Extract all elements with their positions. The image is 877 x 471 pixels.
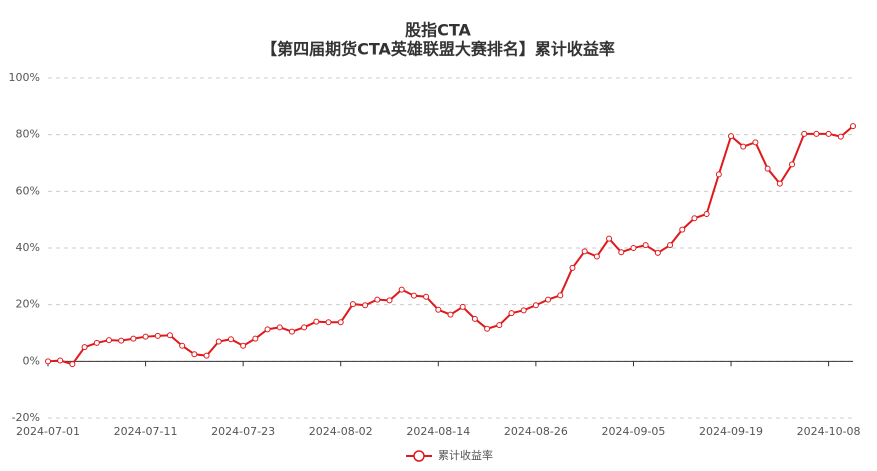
- point: [825, 130, 832, 137]
- point: [374, 296, 381, 303]
- point: [776, 180, 783, 187]
- point: [630, 245, 637, 251]
- point: [264, 326, 271, 333]
- point: [410, 292, 417, 299]
- point: [252, 335, 259, 342]
- point: [740, 143, 747, 150]
- x-tick-label: 2024-07-23: [211, 425, 275, 438]
- point: [496, 322, 503, 329]
- point: [423, 293, 430, 300]
- point: [166, 332, 173, 339]
- point: [703, 211, 710, 217]
- point: [203, 352, 210, 359]
- point: [606, 235, 613, 242]
- point: [569, 264, 576, 271]
- point: [679, 226, 686, 233]
- point: [240, 342, 247, 349]
- point: [728, 133, 735, 140]
- point: [362, 302, 369, 309]
- point: [93, 339, 100, 346]
- point: [69, 361, 76, 368]
- point: [398, 286, 405, 293]
- legend-marker: [413, 450, 425, 462]
- point: [642, 242, 649, 249]
- point: [435, 306, 442, 313]
- x-tick-label: 2024-07-11: [114, 425, 178, 438]
- x-tick-label: 2024-08-26: [504, 425, 568, 438]
- point: [581, 248, 588, 255]
- point: [276, 324, 283, 331]
- point: [118, 337, 125, 344]
- x-tick-label: 2024-08-02: [309, 425, 373, 438]
- point: [154, 332, 161, 339]
- point: [508, 310, 515, 317]
- point: [337, 319, 344, 326]
- point: [789, 161, 796, 168]
- point: [764, 165, 771, 172]
- point: [654, 249, 661, 256]
- x-tick-label: 2024-09-19: [699, 425, 763, 438]
- point: [45, 358, 51, 365]
- y-tick-label: 40%: [16, 241, 40, 254]
- y-tick-label: 60%: [16, 184, 40, 197]
- point: [288, 328, 295, 335]
- point: [715, 171, 722, 178]
- point: [349, 301, 356, 308]
- point: [691, 215, 698, 222]
- point: [81, 344, 88, 351]
- point: [813, 130, 820, 137]
- point: [618, 249, 625, 256]
- point: [752, 139, 759, 146]
- point: [557, 292, 564, 299]
- x-tick-label: 2024-09-05: [601, 425, 665, 438]
- point: [325, 319, 332, 326]
- point: [459, 303, 466, 310]
- x-tick-label: 2024-08-14: [406, 425, 470, 438]
- point: [471, 315, 478, 322]
- y-tick-label: 0%: [23, 354, 40, 367]
- point: [215, 338, 222, 345]
- y-tick-label: 20%: [16, 298, 40, 311]
- point: [837, 133, 844, 140]
- point: [386, 297, 393, 304]
- point: [191, 351, 198, 358]
- point: [850, 123, 856, 130]
- chart-title: 股指CTA: [405, 21, 471, 40]
- point: [301, 324, 308, 331]
- point: [545, 296, 552, 303]
- point: [667, 242, 674, 249]
- y-tick-label: 80%: [16, 128, 40, 141]
- x-tick-label: 2024-10-08: [797, 425, 861, 438]
- point: [532, 302, 539, 309]
- point: [142, 333, 149, 340]
- y-tick-label: 100%: [9, 71, 40, 84]
- point: [520, 307, 527, 314]
- point: [313, 318, 320, 325]
- point: [57, 357, 64, 364]
- point: [227, 336, 234, 343]
- point: [179, 342, 186, 349]
- point: [105, 337, 112, 344]
- legend-label: 累计收益率: [438, 448, 493, 462]
- line: [47, 125, 854, 366]
- y-tick-label: -20%: [12, 411, 40, 424]
- point: [130, 335, 137, 342]
- point: [593, 253, 600, 260]
- x-tick-label: 2024-07-01: [16, 425, 80, 438]
- point: [447, 311, 454, 318]
- chart-subtitle: 【第四届期货CTA英雄联盟大赛排名】累计收益率: [261, 40, 615, 59]
- point: [484, 325, 491, 332]
- point: [801, 130, 808, 137]
